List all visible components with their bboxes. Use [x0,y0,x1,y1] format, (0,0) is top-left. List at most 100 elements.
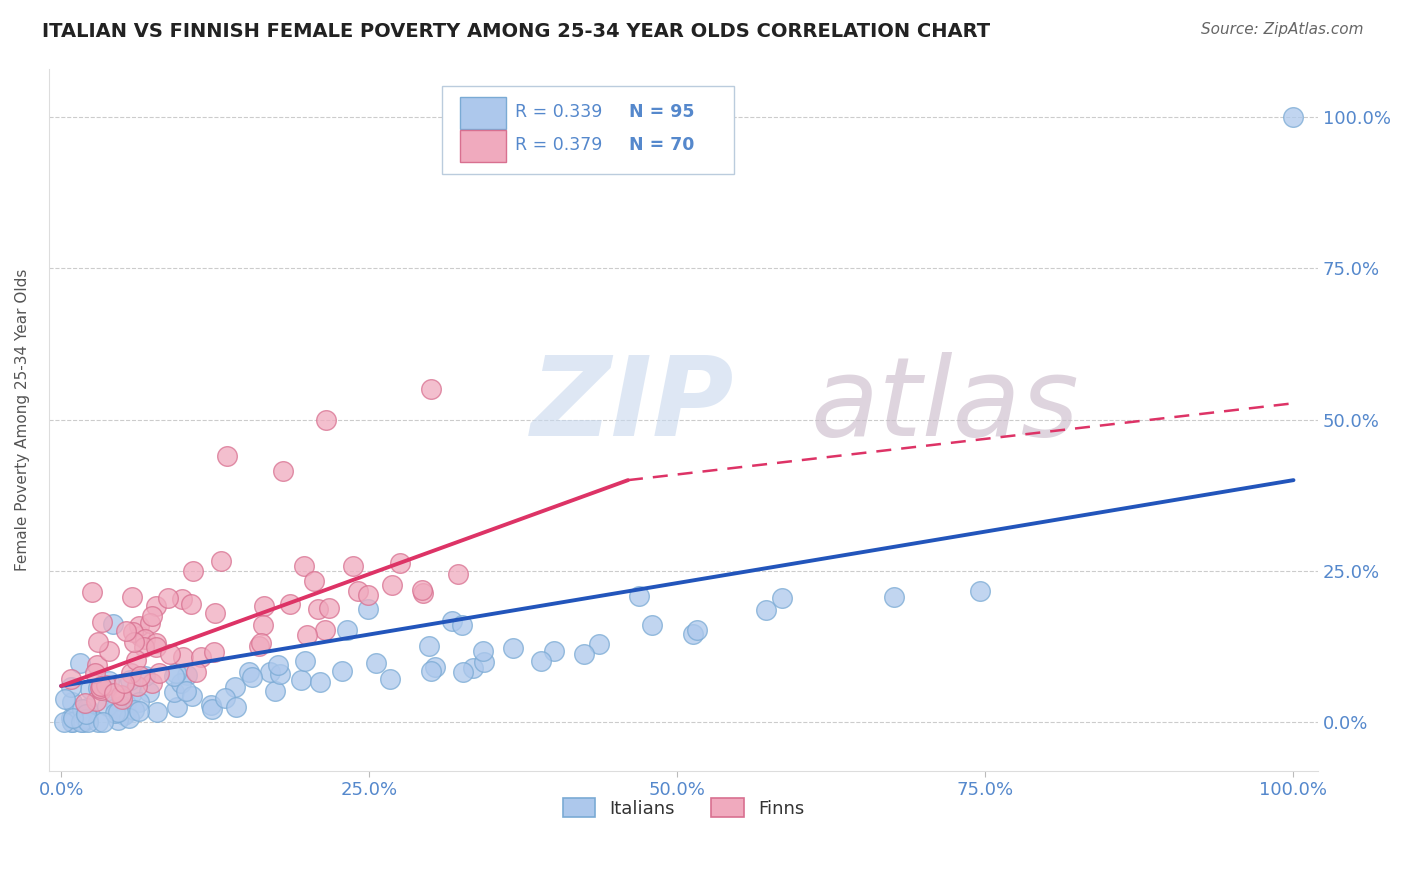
Point [1282,110,1305,124]
Point [128,619,150,633]
Point [163,669,186,683]
Point [107,705,129,719]
Point [114,624,136,639]
Point [86,657,108,672]
Point [70,715,93,730]
Point [53,692,76,706]
Point [83,665,105,680]
Point [141,675,163,690]
Point [79,682,101,697]
Point [90,615,112,629]
Point [60,715,83,730]
Point [96,698,118,713]
Point [201,701,224,715]
Text: R = 0.339: R = 0.339 [515,103,602,121]
Point [214,690,236,705]
Point [543,643,565,657]
Point [90,682,112,697]
Point [76,701,98,715]
Point [309,675,332,690]
Point [682,627,704,641]
Point [107,714,129,728]
Point [530,654,553,668]
Point [378,672,401,686]
Point [447,566,470,581]
Point [420,664,443,678]
Point [128,696,150,710]
Point [574,647,596,661]
Point [141,609,163,624]
Point [111,692,134,706]
Point [108,703,131,717]
Point [347,584,370,599]
Point [73,696,96,710]
Point [330,665,353,679]
Point [969,584,991,599]
Point [411,582,433,597]
Point [451,618,474,632]
Point [75,706,97,721]
Point [418,639,440,653]
Point [76,715,98,730]
Point [125,652,148,666]
Point [253,599,276,614]
Point [120,665,142,680]
Point [628,590,651,604]
Point [127,679,149,693]
Point [502,641,524,656]
Point [129,629,152,643]
Point [209,554,232,568]
Point [170,591,193,606]
Point [138,684,160,698]
Point [225,699,247,714]
Point [686,623,709,637]
Point [145,599,167,613]
Point [112,708,135,723]
Point [148,666,170,681]
Point [412,585,434,599]
Point [381,578,404,592]
Point [121,686,143,700]
Point [588,637,610,651]
FancyBboxPatch shape [443,86,734,174]
Point [94,683,117,698]
Point [80,585,103,599]
Point [172,649,194,664]
Point [134,669,156,683]
Point [110,689,132,703]
Text: Source: ZipAtlas.com: Source: ZipAtlas.com [1201,22,1364,37]
Point [87,715,110,730]
Point [128,704,150,718]
Point [247,639,270,653]
Point [60,681,83,695]
Point [145,635,167,649]
Point [259,665,281,679]
Point [62,711,84,725]
Point [217,449,239,463]
Point [184,665,207,679]
Point [90,679,112,693]
Point [292,558,315,573]
Point [98,644,121,658]
Point [60,672,83,686]
FancyBboxPatch shape [460,129,506,162]
Point [104,700,127,714]
Point [294,654,316,668]
Point [640,618,662,632]
Point [77,711,100,725]
Point [122,625,145,640]
Text: R = 0.379: R = 0.379 [515,136,602,154]
Point [156,591,179,606]
Point [70,702,93,716]
Point [69,657,91,671]
Point [91,715,114,730]
Point [180,689,202,703]
Point [252,617,274,632]
Text: ZIP: ZIP [531,352,734,459]
Point [59,711,82,725]
Point [388,557,411,571]
Point [190,649,212,664]
Point [87,635,110,649]
Point [180,597,202,611]
Point [318,601,340,615]
